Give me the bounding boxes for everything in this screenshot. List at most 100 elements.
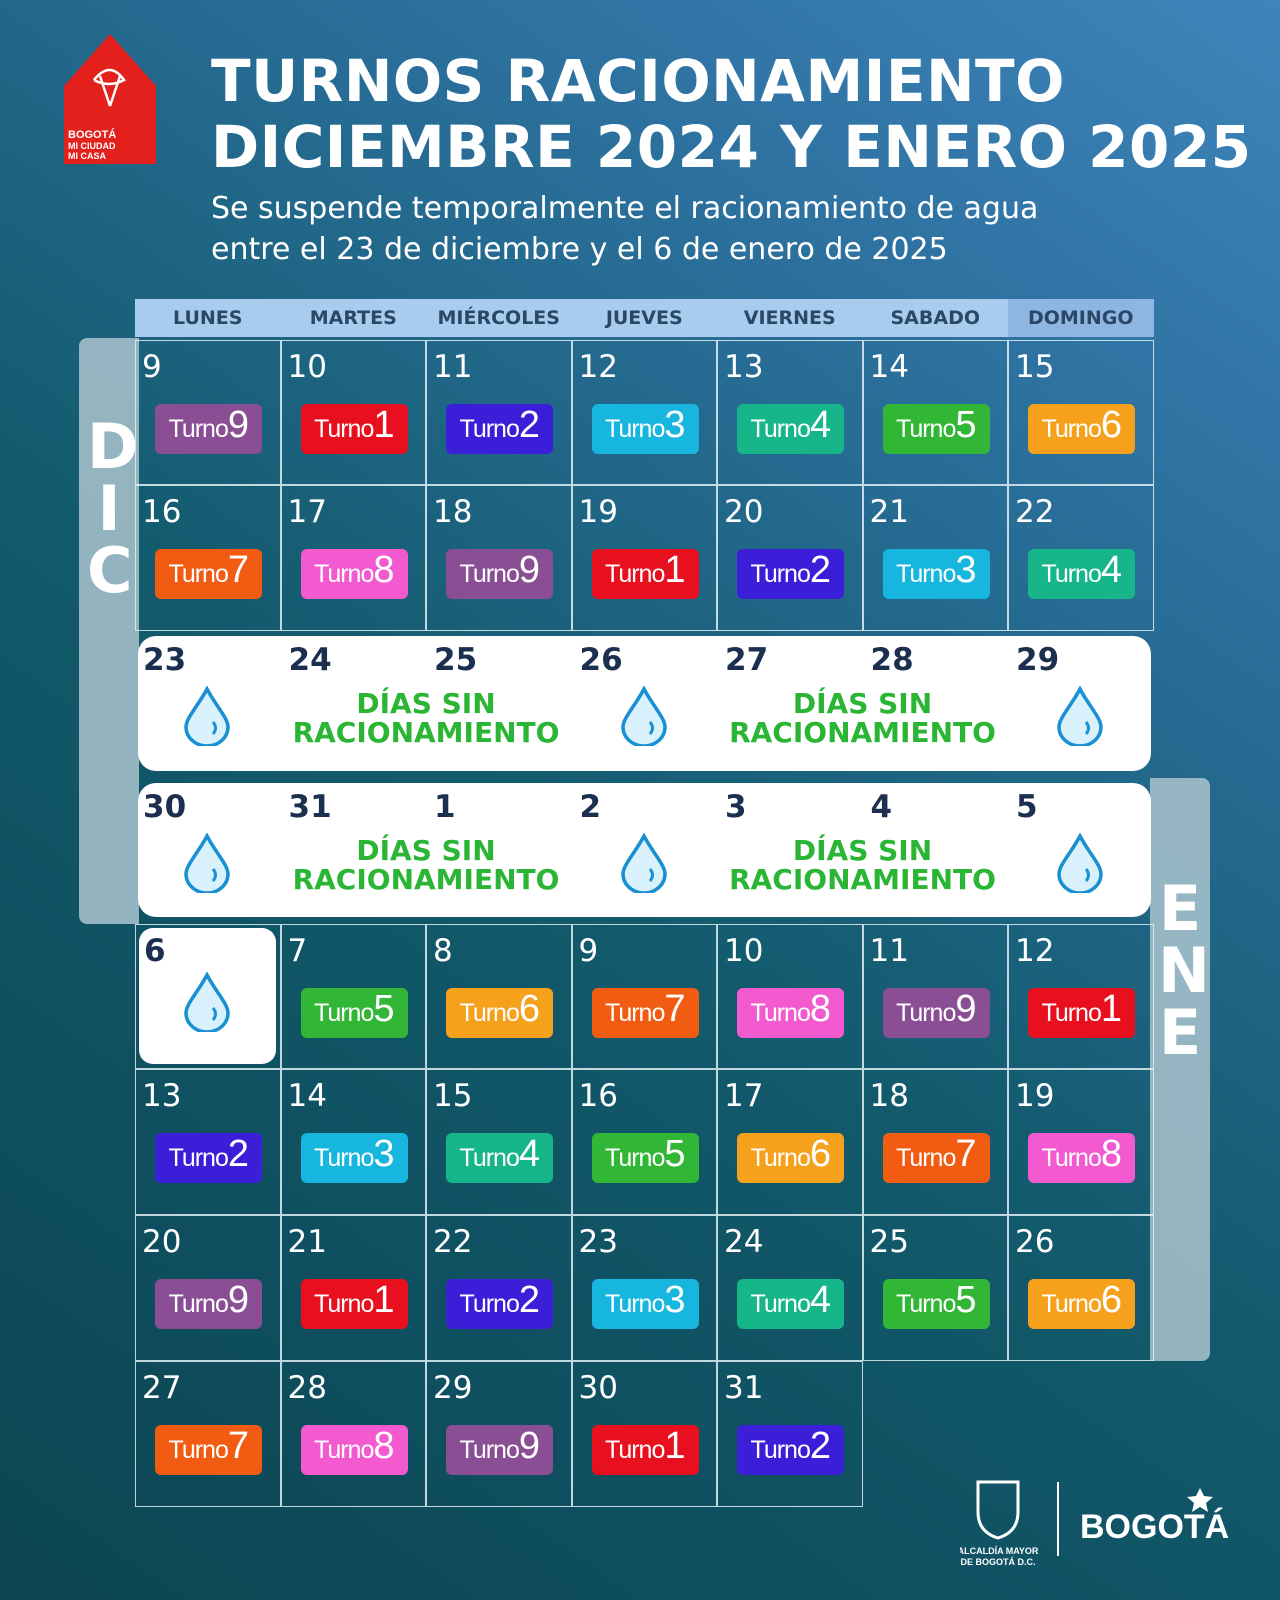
turno-word: Turno bbox=[895, 999, 956, 1027]
turno-number: 4 bbox=[809, 1279, 832, 1321]
day-number: 7 bbox=[287, 933, 308, 969]
turno-word: Turno bbox=[750, 1436, 810, 1464]
day-cell: 18 Turno 7 bbox=[862, 1069, 1008, 1215]
day-cell: 18 Turno 9 bbox=[426, 485, 572, 631]
turno-word: Turno bbox=[168, 1436, 228, 1464]
day-cell: 17 Turno 6 bbox=[717, 1069, 863, 1215]
notice-line: RACIONAMIENTO bbox=[729, 716, 996, 749]
turno-badge: Turno 6 bbox=[1028, 1279, 1136, 1329]
day-cell: 17 Turno 8 bbox=[280, 485, 426, 631]
day-number: 26 bbox=[1015, 1224, 1055, 1260]
weekday-header: SABADO bbox=[862, 299, 1008, 337]
turno-badge: Turno 5 bbox=[300, 988, 408, 1038]
turno-word: Turno bbox=[168, 415, 228, 443]
turno-number: 3 bbox=[373, 1133, 395, 1175]
day-number: 29 bbox=[433, 1370, 473, 1406]
day-number: 8 bbox=[433, 933, 453, 969]
turno-badge: Turno 9 bbox=[155, 404, 263, 454]
day-cell: 13 Turno 2 bbox=[135, 1069, 281, 1215]
water-drop bbox=[618, 685, 670, 748]
day-number: 10 bbox=[724, 933, 764, 969]
turno-word: Turno bbox=[1041, 1144, 1101, 1172]
day-number: 31 bbox=[288, 789, 332, 825]
seal-text: ALCALDÍA MAYOR bbox=[960, 1546, 1039, 1556]
day-number: 16 bbox=[578, 1078, 618, 1114]
turno-number: 9 bbox=[227, 1279, 250, 1321]
turno-badge: Turno 6 bbox=[1028, 404, 1136, 454]
water-drop bbox=[181, 971, 233, 1034]
turno-number: 6 bbox=[1100, 404, 1123, 446]
day-cell: 24 Turno 4 bbox=[717, 1215, 863, 1361]
water-drop bbox=[181, 685, 233, 748]
turno-word: Turno bbox=[168, 1144, 228, 1172]
turno-word: Turno bbox=[750, 1144, 810, 1172]
day-cell: 7 Turno 5 bbox=[280, 924, 426, 1069]
day-number: 11 bbox=[869, 933, 909, 969]
water-drop bbox=[1054, 685, 1106, 748]
turno-badge: Turno 3 bbox=[591, 404, 699, 454]
day-cell: 22 Turno 2 bbox=[426, 1215, 572, 1361]
turno-word: Turno bbox=[1041, 415, 1101, 443]
logo-text: MI CIUDAD bbox=[68, 141, 116, 151]
day-number: 17 bbox=[287, 494, 327, 530]
turno-word: Turno bbox=[313, 560, 374, 588]
turno-number: 1 bbox=[664, 549, 686, 591]
notice: DÍAS SIN RACIONAMIENTO bbox=[281, 689, 572, 747]
day-number: 28 bbox=[870, 642, 914, 678]
drop-icon bbox=[1057, 832, 1103, 895]
turno-number: 5 bbox=[664, 1133, 686, 1175]
day-cell: 8 Turno 6 bbox=[426, 924, 572, 1069]
day-number: 20 bbox=[724, 494, 764, 530]
turno-word: Turno bbox=[459, 415, 519, 443]
turno-badge: Turno 5 bbox=[882, 1279, 990, 1329]
turno-number: 4 bbox=[809, 404, 832, 446]
day-cell: 19 Turno 8 bbox=[1008, 1069, 1154, 1215]
turno-badge: Turno 9 bbox=[155, 1279, 263, 1329]
day-number: 12 bbox=[578, 349, 618, 385]
day-number: 11 bbox=[433, 349, 473, 385]
turno-badge: Turno 4 bbox=[446, 1133, 554, 1183]
turno-word: Turno bbox=[895, 1144, 956, 1172]
turno-badge: Turno 2 bbox=[446, 404, 554, 454]
turno-number: 5 bbox=[955, 404, 977, 446]
turno-word: Turno bbox=[168, 560, 228, 588]
day-number: 16 bbox=[142, 494, 182, 530]
turno-word: Turno bbox=[604, 1436, 665, 1464]
day-number: 22 bbox=[433, 1224, 473, 1260]
turno-word: Turno bbox=[459, 560, 519, 588]
notice-line: RACIONAMIENTO bbox=[729, 863, 996, 896]
turno-number: 4 bbox=[518, 1133, 541, 1175]
day-number: 24 bbox=[288, 642, 332, 678]
turno-word: Turno bbox=[604, 560, 665, 588]
turno-number: 9 bbox=[518, 549, 541, 591]
notice: DÍAS SIN RACIONAMIENTO bbox=[281, 836, 572, 894]
turno-badge: Turno 9 bbox=[446, 549, 554, 599]
day-cell: 26 Turno 6 bbox=[1008, 1215, 1154, 1361]
turno-number: 9 bbox=[518, 1425, 541, 1467]
day-number: 27 bbox=[725, 642, 769, 678]
notice-line: DÍAS SIN bbox=[356, 687, 496, 720]
turno-word: Turno bbox=[895, 560, 956, 588]
day-cell: 20 Turno 2 bbox=[717, 485, 863, 631]
day-cell: 16 Turno 7 bbox=[135, 485, 281, 631]
day-number: 10 bbox=[287, 349, 327, 385]
day-number: 9 bbox=[578, 933, 599, 969]
turno-badge: Turno 8 bbox=[300, 1425, 408, 1475]
day-number: 14 bbox=[869, 349, 909, 385]
turno-number: 5 bbox=[373, 988, 395, 1030]
turno-badge: Turno 7 bbox=[882, 1133, 990, 1183]
drop-icon bbox=[620, 685, 667, 748]
day-number: 6 bbox=[144, 933, 166, 969]
day-cell: 11 Turno 9 bbox=[862, 924, 1008, 1069]
day-number: 21 bbox=[869, 494, 909, 530]
logo-bow bbox=[93, 68, 126, 107]
turno-badge: Turno 8 bbox=[300, 549, 408, 599]
day-number: 20 bbox=[142, 1224, 182, 1260]
day-number: 21 bbox=[287, 1224, 327, 1260]
turno-word: Turno bbox=[459, 1436, 519, 1464]
day-number: 23 bbox=[578, 1224, 618, 1260]
turno-word: Turno bbox=[168, 1290, 228, 1318]
turno-number: 2 bbox=[227, 1133, 250, 1175]
turno-word: Turno bbox=[604, 999, 665, 1027]
